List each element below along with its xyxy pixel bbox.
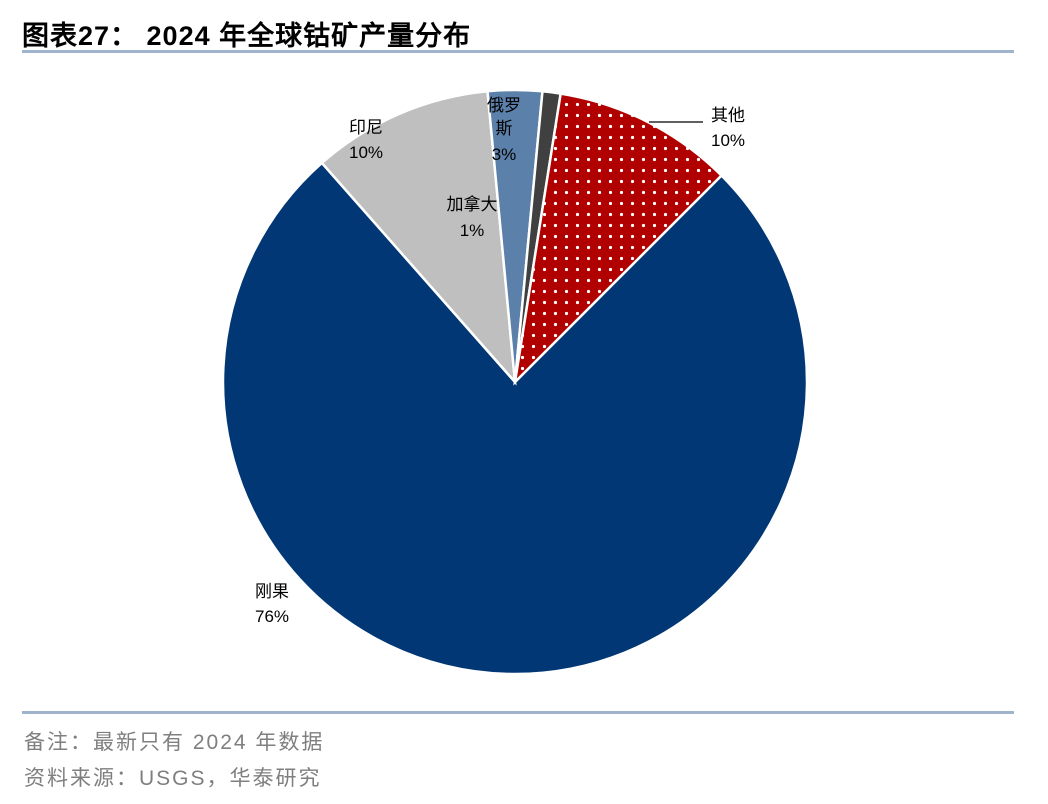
label-other: 其他 <box>711 106 745 125</box>
label-russia: 俄罗斯 <box>487 96 521 138</box>
value-russia: 3% <box>492 145 517 164</box>
source-note: 资料来源：USGS，华泰研究 <box>24 767 322 790</box>
label-indonesia: 印尼 <box>349 118 383 137</box>
pie-slice-1 <box>320 89 517 386</box>
value-congo: 76% <box>255 607 289 626</box>
label-congo: 刚果 <box>255 582 289 601</box>
footnote: 备注：最新只有 2024 年数据 <box>24 731 325 754</box>
value-other: 10% <box>711 131 745 150</box>
value-indonesia: 10% <box>349 143 383 162</box>
footer-divider <box>22 711 1014 714</box>
pie-slice-4 <box>513 92 724 386</box>
value-canada: 1% <box>460 221 485 240</box>
pie-slice-0 <box>221 161 809 676</box>
label-canada: 加拿大 <box>447 194 498 214</box>
title-divider <box>22 50 1014 53</box>
chart-title: 图表27： 2024 年全球钴矿产量分布 <box>22 21 472 51</box>
